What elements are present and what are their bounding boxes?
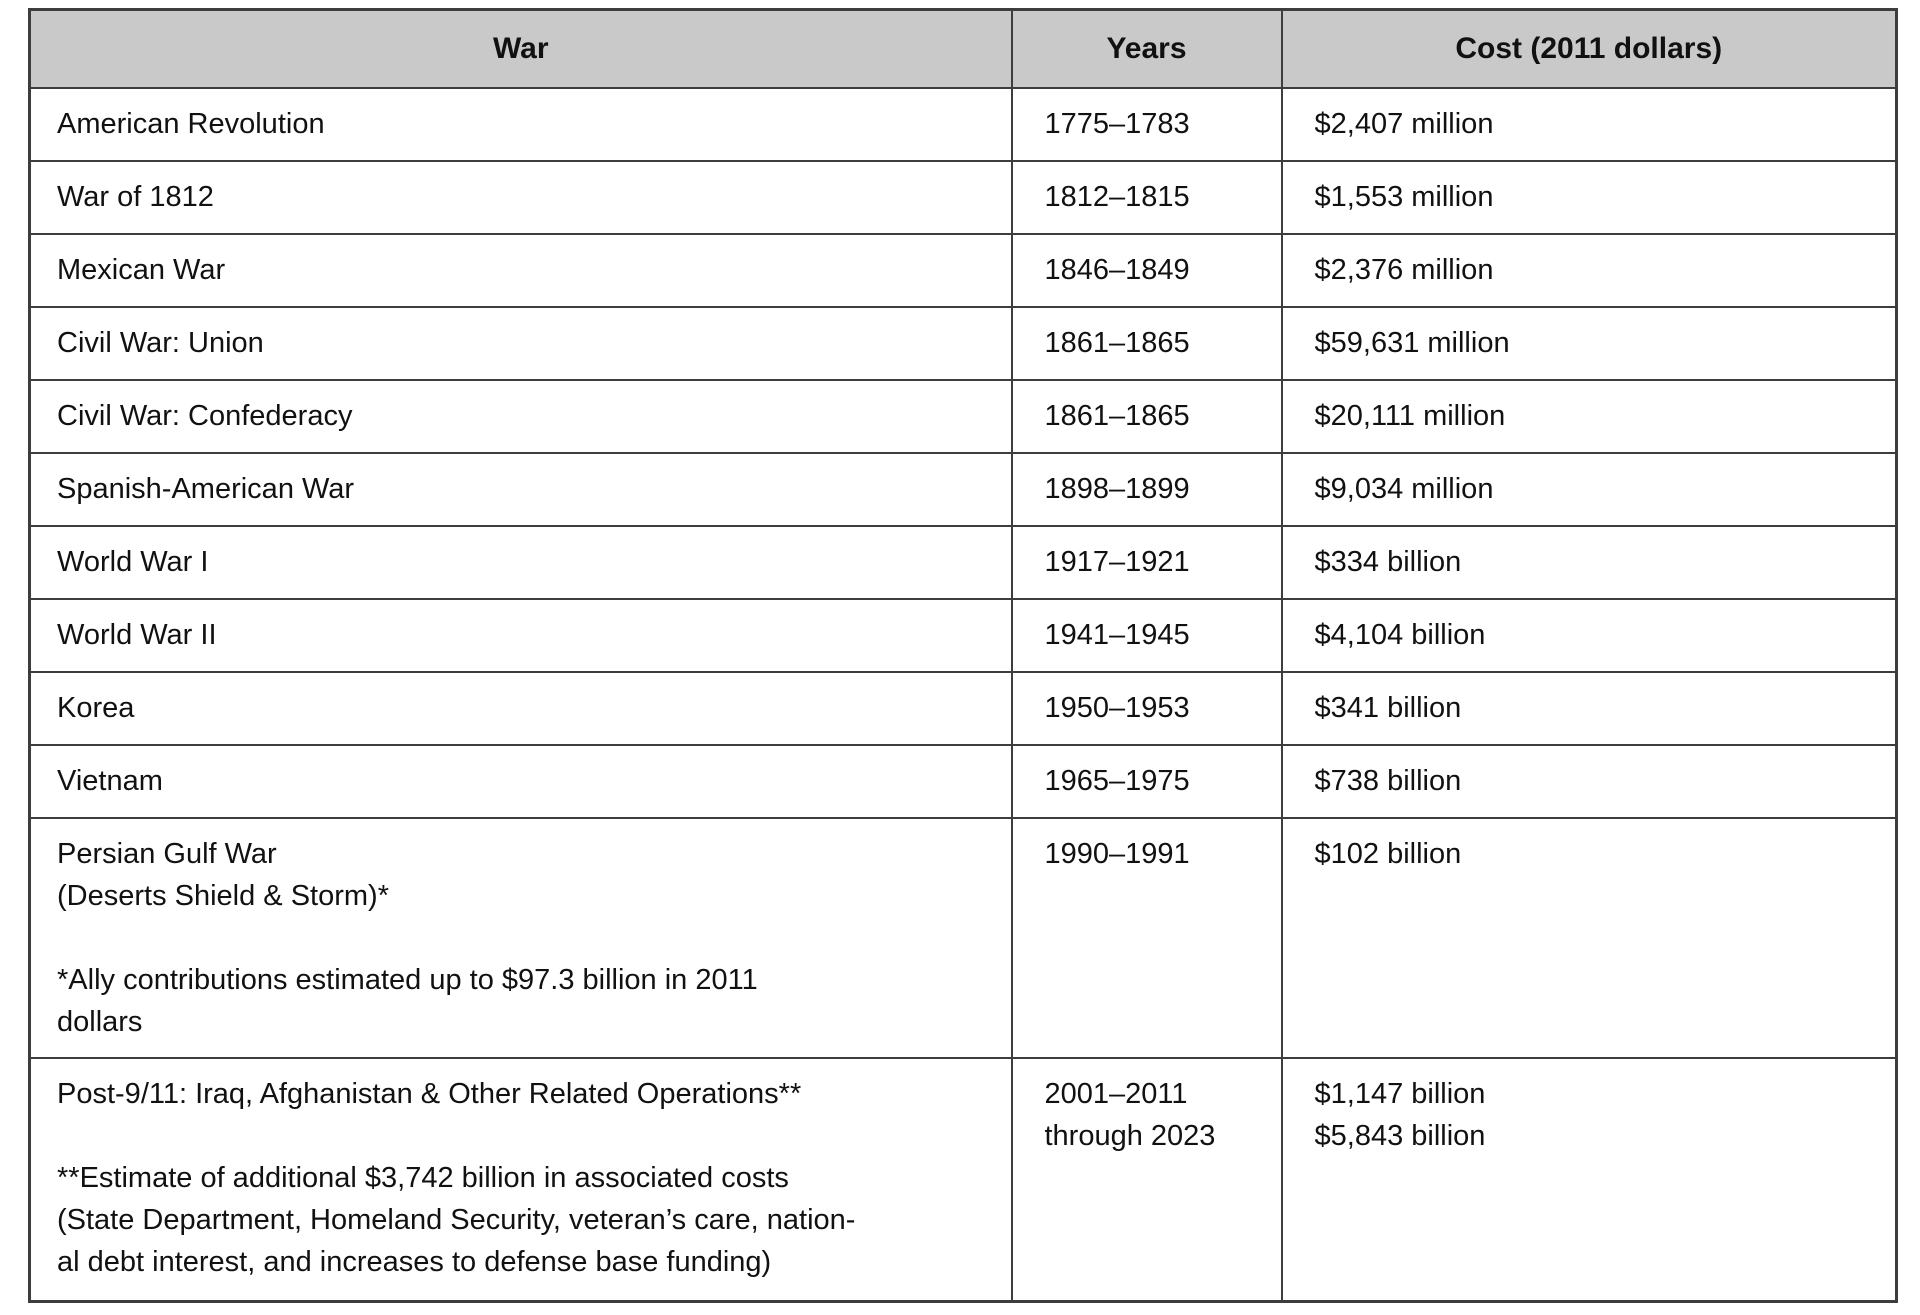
cost-cell: $4,104 billion: [1280, 598, 1898, 673]
years-cell: 1965–1975: [1010, 744, 1283, 819]
wars-cost-table: War Years Cost (2011 dollars) American R…: [28, 8, 1898, 1303]
years-cell: 1917–1921: [1010, 525, 1283, 600]
war-cell: War of 1812: [28, 160, 1013, 235]
table-row: American Revolution 1775–1783 $2,407 mil…: [28, 87, 1898, 162]
cost-cell: $1,553 million: [1280, 160, 1898, 235]
war-cell: Mexican War: [28, 233, 1013, 308]
table-row-post-911: Post-9/11: Iraq, Afghanistan & Other Rel…: [28, 1057, 1898, 1302]
cost-cell: $341 billion: [1280, 671, 1898, 746]
cost-cell: $9,034 million: [1280, 452, 1898, 527]
years-cell: 1812–1815: [1010, 160, 1283, 235]
war-cell: Vietnam: [28, 744, 1013, 819]
war-cell: American Revolution: [28, 87, 1013, 162]
war-cell: World War I: [28, 525, 1013, 600]
years-cell: 2001–2011 through 2023: [1010, 1057, 1283, 1302]
cost-cell: $59,631 million: [1280, 306, 1898, 381]
cost-cell: $102 billion: [1280, 817, 1898, 1059]
years-cell: 1941–1945: [1010, 598, 1283, 673]
table-row: World War I 1917–1921 $334 billion: [28, 525, 1898, 600]
table-row: Korea 1950–1953 $341 billion: [28, 671, 1898, 746]
header-row: War Years Cost (2011 dollars): [28, 8, 1898, 89]
war-cell: World War II: [28, 598, 1013, 673]
cost-cell: $1,147 billion $5,843 billion: [1280, 1057, 1898, 1302]
cost-column-header: Cost (2011 dollars): [1280, 8, 1898, 89]
years-cell: 1898–1899: [1010, 452, 1283, 527]
years-cell: 1775–1783: [1010, 87, 1283, 162]
years-cell: 1990–1991: [1010, 817, 1283, 1059]
cost-cell: $738 billion: [1280, 744, 1898, 819]
table-row: Mexican War 1846–1849 $2,376 million: [28, 233, 1898, 308]
table-row: Spanish-American War 1898–1899 $9,034 mi…: [28, 452, 1898, 527]
table-row: Civil War: Confederacy 1861–1865 $20,111…: [28, 379, 1898, 454]
war-cell: Civil War: Union: [28, 306, 1013, 381]
war-cell: Post-9/11: Iraq, Afghanistan & Other Rel…: [28, 1057, 1013, 1302]
years-cell: 1950–1953: [1010, 671, 1283, 746]
table-row: World War II 1941–1945 $4,104 billion: [28, 598, 1898, 673]
years-cell: 1861–1865: [1010, 379, 1283, 454]
war-cell: Korea: [28, 671, 1013, 746]
table-row-persian-gulf: Persian Gulf War (Deserts Shield & Storm…: [28, 817, 1898, 1059]
table-row: Vietnam 1965–1975 $738 billion: [28, 744, 1898, 819]
cost-cell: $2,376 million: [1280, 233, 1898, 308]
war-cell: Civil War: Confederacy: [28, 379, 1013, 454]
years-cell: 1846–1849: [1010, 233, 1283, 308]
cost-cell: $20,111 million: [1280, 379, 1898, 454]
war-cell: Persian Gulf War (Deserts Shield & Storm…: [28, 817, 1013, 1059]
cost-cell: $2,407 million: [1280, 87, 1898, 162]
cost-cell: $334 billion: [1280, 525, 1898, 600]
war-column-header: War: [28, 8, 1013, 89]
years-cell: 1861–1865: [1010, 306, 1283, 381]
table-row: War of 1812 1812–1815 $1,553 million: [28, 160, 1898, 235]
years-column-header: Years: [1010, 8, 1283, 89]
war-cell: Spanish-American War: [28, 452, 1013, 527]
table-row: Civil War: Union 1861–1865 $59,631 milli…: [28, 306, 1898, 381]
